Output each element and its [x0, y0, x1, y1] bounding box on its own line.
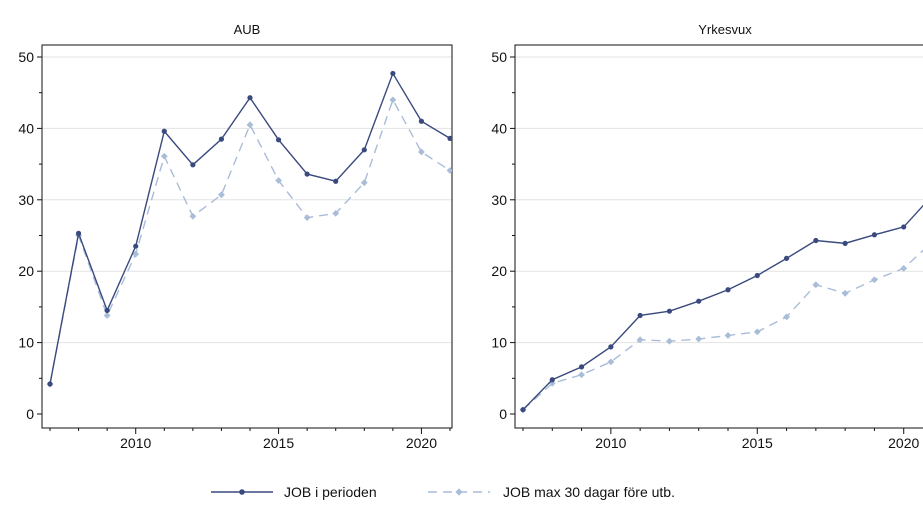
series-1-point — [813, 237, 819, 244]
y-tick-label: 10 — [18, 335, 34, 351]
y-tick-label: 20 — [18, 263, 34, 279]
series-1-point — [754, 272, 760, 279]
series-1-point — [275, 137, 282, 143]
series-2-point — [578, 371, 585, 379]
plot-area — [46, 70, 452, 388]
y-tick-label: 50 — [491, 49, 507, 65]
panel-2: Yrkesvux 0 10 20 30 40 50 2010 2015 2020 — [491, 22, 923, 451]
series-1-point — [783, 255, 790, 261]
series-1-point — [696, 298, 702, 304]
series-1-point — [842, 240, 848, 246]
series-2-point — [218, 191, 225, 199]
x-tick-label: 2015 — [742, 435, 773, 451]
y-tick-label: 0 — [499, 406, 507, 422]
series-1-point — [578, 364, 585, 370]
y-tick-label: 40 — [18, 120, 34, 136]
x-tick-label: 2020 — [406, 435, 437, 451]
series-2-point — [724, 332, 732, 339]
y-tick-label: 20 — [491, 263, 507, 279]
series-2-point — [446, 167, 452, 174]
series-2-point — [666, 337, 673, 345]
panel-1: AUB 0 10 20 30 40 50 2010 2015 2020 — [18, 22, 453, 451]
series-1-point — [361, 147, 367, 153]
series-1-point — [304, 171, 310, 177]
series-1-point — [901, 224, 907, 230]
series-2-point — [160, 152, 168, 160]
y-tick-label: 50 — [18, 49, 34, 65]
plot-frame — [41, 44, 453, 429]
panel-title: Yrkesvux — [698, 22, 752, 37]
series-1-point — [549, 377, 555, 383]
y-tick-label: 0 — [26, 406, 34, 422]
series-2-point — [871, 276, 878, 284]
series-1-line — [522, 204, 923, 411]
series-2-point — [389, 96, 397, 104]
series-1-point — [247, 95, 253, 101]
legend: JOB i perioden JOB max 30 dagar före utb. — [211, 484, 675, 500]
series-1-point — [190, 162, 196, 168]
plot-area — [519, 204, 923, 414]
y-tick-label: 40 — [491, 120, 507, 136]
x-tick-label: 2020 — [888, 435, 919, 451]
panel-title: AUB — [234, 22, 261, 37]
series-1-point — [447, 135, 452, 141]
series-1-line — [49, 71, 451, 385]
series-1-point — [725, 287, 731, 293]
series-1-point — [47, 381, 53, 387]
legend-marker — [455, 488, 463, 496]
series-1-point — [161, 128, 167, 134]
series-2-point — [695, 335, 703, 343]
x-tick-label: 2010 — [595, 435, 626, 451]
series-1-point — [637, 312, 643, 319]
y-tick-label: 10 — [491, 335, 507, 351]
series-1-point — [608, 344, 614, 350]
series-1-point — [666, 308, 673, 314]
series-2-point — [189, 212, 197, 220]
series-2-point — [900, 264, 908, 272]
series-2-point — [636, 336, 644, 344]
series-2-point — [753, 328, 761, 336]
legend-marker — [239, 489, 245, 495]
series-2-point — [303, 214, 311, 222]
series-1-point — [520, 407, 526, 413]
series-2-point — [841, 289, 849, 297]
x-tick-label: 2015 — [263, 435, 294, 451]
series-2-point — [812, 281, 820, 289]
series-2-line — [49, 98, 451, 385]
series-1-point — [104, 307, 110, 314]
plot-frame — [514, 44, 923, 429]
series-2-point — [418, 148, 425, 156]
series-1-point — [218, 136, 225, 142]
series-1-point — [390, 70, 396, 77]
series-2-point — [783, 313, 790, 321]
series-2-line — [522, 249, 923, 411]
series-1-point — [418, 118, 425, 124]
legend-item-2: JOB max 30 dagar före utb. — [428, 484, 675, 500]
series-2-point — [246, 121, 254, 129]
y-tick-label: 30 — [18, 192, 34, 208]
legend-label: JOB max 30 dagar före utb. — [503, 484, 675, 500]
legend-label: JOB i perioden — [284, 484, 377, 500]
series-2-point — [132, 250, 140, 258]
series-1-point — [75, 230, 82, 236]
x-tick-label: 2010 — [120, 435, 151, 451]
series-2-point — [360, 179, 368, 187]
series-2-point — [103, 312, 111, 319]
series-1-point — [333, 178, 339, 184]
series-2-point — [275, 177, 282, 184]
legend-item-1: JOB i perioden — [211, 484, 377, 500]
series-1-point — [133, 243, 139, 249]
series-1-point — [871, 232, 878, 238]
series-2-point — [607, 358, 615, 366]
series-2-point — [332, 209, 340, 217]
y-tick-label: 30 — [491, 192, 507, 208]
